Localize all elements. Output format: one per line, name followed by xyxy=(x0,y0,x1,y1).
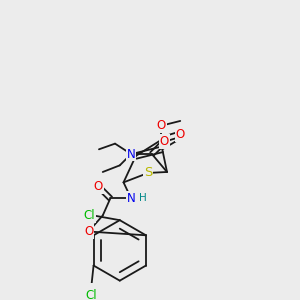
Text: S: S xyxy=(144,167,152,179)
Text: N: N xyxy=(127,192,136,205)
Text: O: O xyxy=(157,119,166,132)
Text: Cl: Cl xyxy=(84,209,95,222)
Text: O: O xyxy=(84,225,93,238)
Text: H: H xyxy=(139,194,146,203)
Text: O: O xyxy=(176,128,185,141)
Text: Cl: Cl xyxy=(85,289,97,300)
Text: O: O xyxy=(160,135,169,148)
Text: O: O xyxy=(93,180,103,193)
Text: N: N xyxy=(127,148,136,160)
